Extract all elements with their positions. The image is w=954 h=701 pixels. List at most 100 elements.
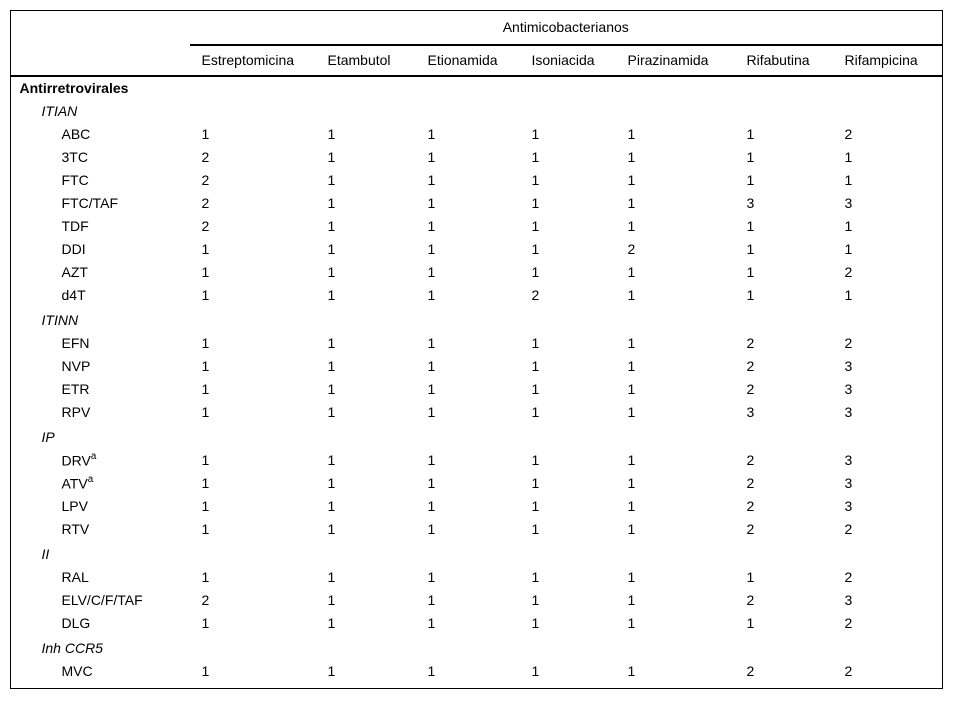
- cell-value: 1: [627, 404, 636, 420]
- row-label: ABC: [11, 126, 202, 142]
- cell-value: 3: [844, 452, 853, 468]
- cell-value: 1: [627, 126, 636, 142]
- row-label: d4T: [11, 287, 202, 303]
- table-row: RAL 1 1 1 1 1 1 2: [11, 566, 942, 589]
- cell-value: 1: [201, 404, 210, 420]
- cell-value: 1: [327, 381, 336, 397]
- table-row: ITIAN: [11, 100, 942, 123]
- cell-value: 3: [844, 404, 853, 420]
- table-row: DLG 1 1 1 1 1 1 2: [11, 612, 942, 635]
- cell-value: 2: [844, 521, 853, 537]
- cell-value: 1: [531, 381, 540, 397]
- cell-value: 1: [427, 241, 436, 257]
- cell-value: 1: [844, 149, 853, 165]
- cell-value: 1: [327, 592, 336, 608]
- cell-value: 1: [531, 195, 540, 211]
- cell-value: 1: [531, 663, 540, 679]
- cell-value: 1: [327, 498, 336, 514]
- cell-value: 1: [746, 569, 755, 585]
- cell-value: 1: [531, 452, 540, 468]
- cell-value: 1: [627, 592, 636, 608]
- cell-value: 1: [201, 358, 210, 374]
- row-label: LPV: [11, 498, 202, 514]
- section-header: ITIAN: [41, 103, 78, 119]
- row-label-text: DLG: [61, 615, 91, 631]
- cell-value: 1: [531, 521, 540, 537]
- cell-value: 1: [327, 241, 336, 257]
- cell-value: 1: [427, 381, 436, 397]
- cell-value: 1: [427, 404, 436, 420]
- cell-value: 1: [627, 498, 636, 514]
- cell-value: 1: [531, 241, 540, 257]
- cell-value: 1: [746, 149, 755, 165]
- cell-value: 1: [201, 452, 210, 468]
- table-row: FTC 2 1 1 1 1 1 1: [11, 169, 942, 192]
- cell-value: 3: [844, 195, 853, 211]
- table-row: FTC/TAF 2 1 1 1 1 3 3: [11, 192, 942, 215]
- row-label-text: ABC: [61, 126, 91, 142]
- row-label-text: RPV: [61, 404, 91, 420]
- cell-value: 2: [746, 335, 755, 351]
- cell-value: 1: [201, 498, 210, 514]
- cell-value: 1: [427, 287, 436, 303]
- cell-value: 1: [427, 335, 436, 351]
- column-header: Isoniacida: [531, 52, 595, 68]
- interactions-table: Antimicobacterianos Estreptomicina Etambu…: [10, 10, 943, 689]
- cell-value: 1: [427, 498, 436, 514]
- cell-value: 1: [201, 264, 210, 280]
- cell-value: 1: [327, 264, 336, 280]
- table-row: RPV 1 1 1 1 1 3 3: [11, 401, 942, 424]
- cell-value: 1: [627, 264, 636, 280]
- table-row: Inh CCR5: [11, 637, 942, 660]
- cell-value: 1: [327, 195, 336, 211]
- cell-value: 1: [327, 475, 336, 491]
- column-header-row: Estreptomicina Etambutol Etionamida Isoniac…: [11, 46, 942, 75]
- cell-value: 1: [627, 218, 636, 234]
- cell-value: 1: [327, 452, 336, 468]
- row-label: FTC: [11, 172, 202, 188]
- cell-value: 2: [201, 218, 210, 234]
- cell-value: 2: [844, 264, 853, 280]
- row-label: ATVa: [11, 474, 202, 492]
- table-row: DRVa 1 1 1 1 1 2 3: [11, 449, 942, 472]
- row-label-text: ATV: [61, 475, 88, 492]
- cell-value: 3: [844, 358, 853, 374]
- row-label: FTC/TAF: [11, 195, 202, 211]
- cell-value: 1: [327, 218, 336, 234]
- cell-value: 2: [201, 592, 210, 608]
- row-label: DLG: [11, 615, 202, 631]
- cell-value: 1: [627, 381, 636, 397]
- cell-value: 1: [531, 335, 540, 351]
- cell-value: 2: [746, 592, 755, 608]
- cell-value: 1: [627, 335, 636, 351]
- cell-value: 3: [844, 381, 853, 397]
- column-header: Rifampicina: [844, 52, 918, 68]
- row-label-text: LPV: [61, 498, 88, 514]
- cell-value: 1: [327, 126, 336, 142]
- row-label: AZT: [11, 264, 202, 280]
- cell-value: 1: [746, 172, 755, 188]
- cell-value: 1: [746, 126, 755, 142]
- cell-value: 1: [627, 569, 636, 585]
- row-label: RAL: [11, 569, 202, 585]
- cell-value: 1: [746, 264, 755, 280]
- row-label: TDF: [11, 218, 202, 234]
- cell-value: 2: [844, 126, 853, 142]
- cell-value: 1: [627, 521, 636, 537]
- row-label-text: EFN: [61, 335, 90, 351]
- cell-value: 1: [201, 335, 210, 351]
- row-label-text: AZT: [61, 264, 88, 280]
- table-row: AZT 1 1 1 1 1 1 2: [11, 261, 942, 284]
- cell-value: 2: [627, 241, 636, 257]
- table-row: MVC 1 1 1 1 1 2 2: [11, 660, 942, 683]
- cell-value: 1: [201, 126, 210, 142]
- cell-value: 1: [327, 149, 336, 165]
- row-label-text: d4T: [61, 287, 86, 303]
- cell-value: 1: [327, 663, 336, 679]
- cell-value: 2: [746, 521, 755, 537]
- row-label: ETR: [11, 381, 202, 397]
- cell-value: 1: [201, 475, 210, 491]
- section-header: ITINN: [41, 312, 79, 328]
- cell-value: 1: [531, 498, 540, 514]
- cell-value: 3: [844, 592, 853, 608]
